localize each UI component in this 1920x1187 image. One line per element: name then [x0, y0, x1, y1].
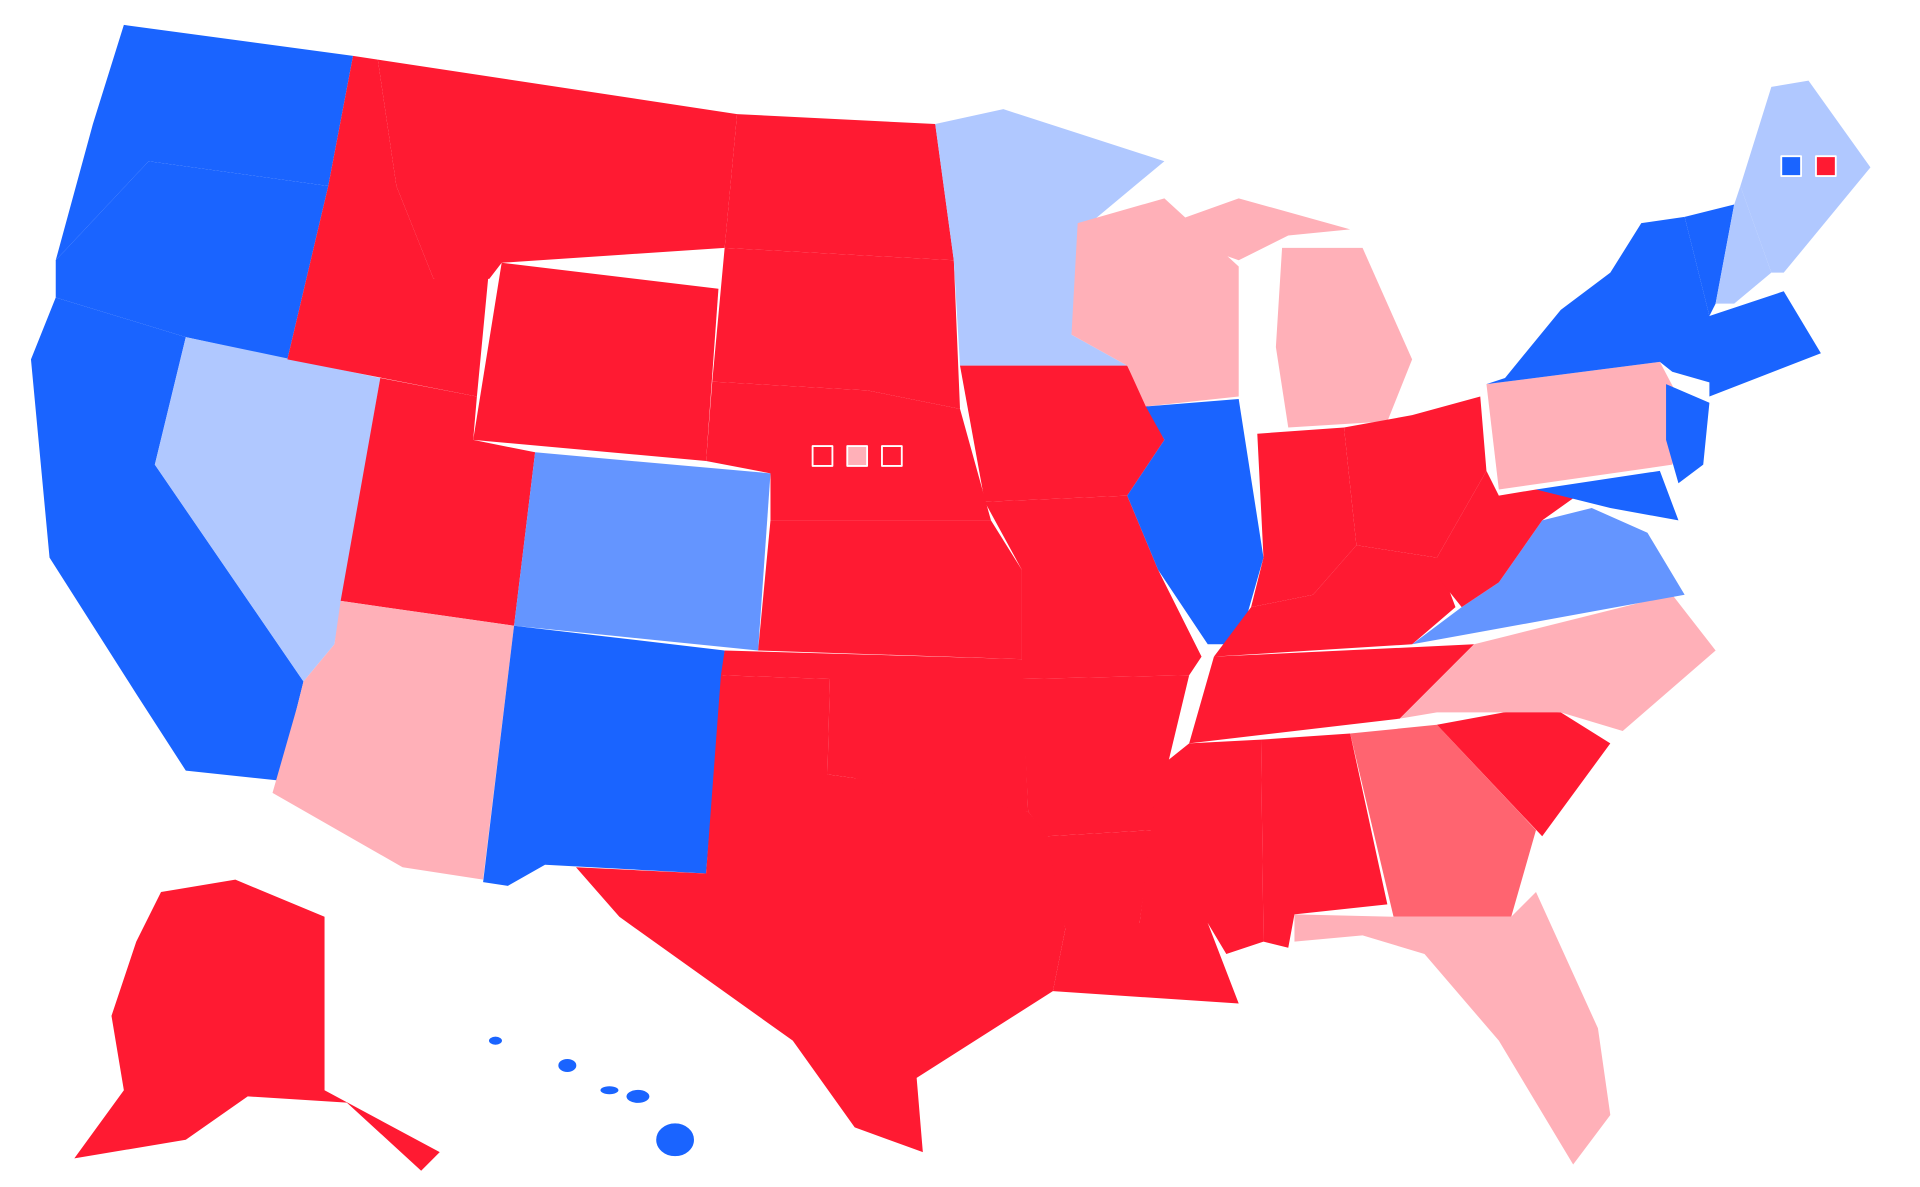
state — [598, 1084, 621, 1097]
state — [1275, 247, 1413, 428]
district-box — [881, 445, 903, 467]
state — [1436, 708, 1611, 837]
state — [55, 24, 354, 261]
state — [1213, 545, 1456, 657]
state — [30, 297, 304, 781]
state — [483, 625, 725, 886]
state — [1666, 384, 1710, 484]
state — [1344, 396, 1487, 558]
state — [556, 1057, 579, 1074]
state — [720, 650, 1029, 812]
state — [1436, 470, 1586, 608]
state — [1715, 185, 1772, 304]
state — [1139, 739, 1264, 954]
state — [1046, 830, 1239, 1004]
state — [1294, 892, 1611, 1165]
state — [74, 879, 440, 1171]
state — [55, 161, 329, 360]
state — [1412, 508, 1685, 645]
district-box — [1815, 155, 1837, 177]
state — [287, 55, 490, 397]
state — [960, 365, 1165, 502]
state — [1740, 80, 1871, 273]
state — [576, 675, 1066, 1153]
state — [1486, 361, 1685, 490]
state — [1684, 204, 1735, 317]
state — [1251, 427, 1357, 608]
state — [473, 262, 719, 461]
state — [377, 59, 738, 279]
state — [487, 1034, 504, 1047]
state — [654, 1121, 696, 1159]
state — [340, 377, 536, 626]
state — [712, 247, 960, 409]
state — [935, 109, 1165, 366]
state — [272, 600, 515, 880]
state — [1350, 724, 1536, 917]
state — [154, 337, 381, 682]
state — [1071, 198, 1239, 407]
district-box — [811, 445, 834, 467]
state — [984, 495, 1202, 679]
state — [724, 114, 954, 261]
state — [1189, 644, 1475, 744]
state — [758, 520, 1022, 660]
state — [1486, 216, 1716, 385]
state — [624, 1088, 652, 1105]
state — [1399, 594, 1716, 731]
state — [1536, 470, 1679, 521]
district-box — [1780, 155, 1803, 177]
state — [1021, 675, 1190, 837]
state — [1709, 291, 1821, 397]
state — [514, 452, 771, 651]
state — [1261, 733, 1388, 948]
state — [1152, 198, 1351, 261]
state — [1127, 399, 1264, 645]
district-box — [846, 445, 869, 467]
